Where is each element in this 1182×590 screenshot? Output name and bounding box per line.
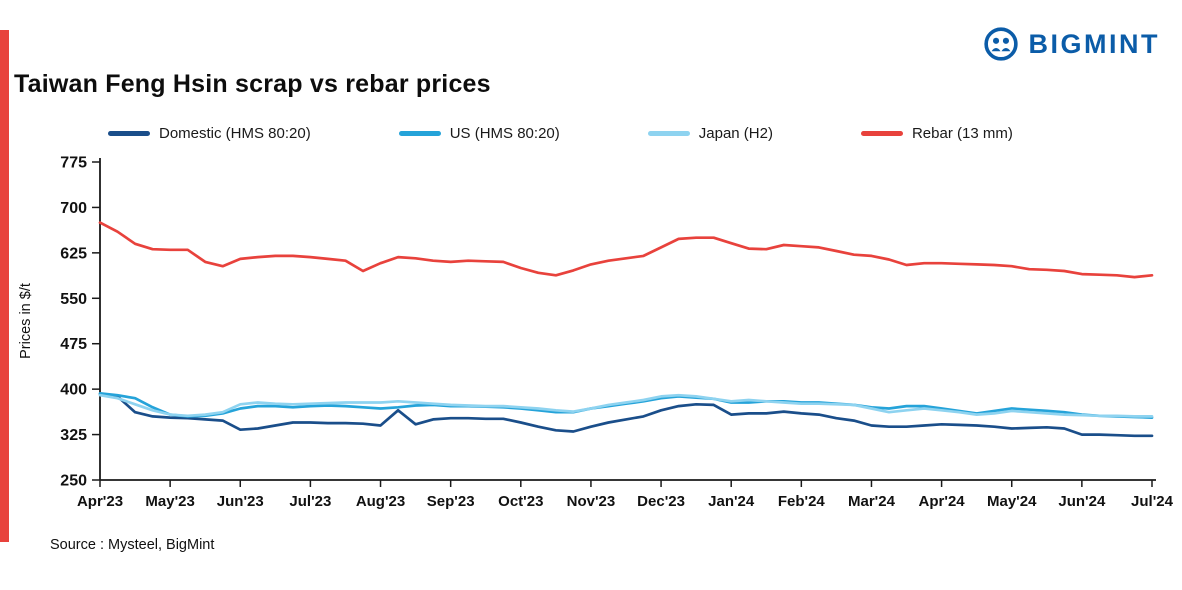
line-chart-canvas: 250 325 400 475 550 625 700 775 Apr'23 May'23 Jun'… — [18, 155, 1174, 511]
svg-text:775: 775 — [60, 155, 87, 172]
svg-text:Apr'24: Apr'24 — [919, 493, 966, 510]
svg-text:Aug'23: Aug'23 — [356, 493, 405, 510]
svg-text:May'24: May'24 — [987, 493, 1037, 510]
svg-text:Jul'24: Jul'24 — [1131, 493, 1174, 510]
legend-swatch-us — [398, 131, 441, 136]
legend-item-us: US (HMS 80:20) — [398, 125, 560, 142]
svg-text:325: 325 — [60, 427, 87, 444]
svg-text:Feb'24: Feb'24 — [778, 493, 826, 510]
legend-swatch-rebar — [860, 131, 903, 136]
chart-legend: Domestic (HMS 80:20) US (HMS 80:20) Japa… — [0, 125, 1182, 142]
legend-swatch-japan — [647, 131, 690, 136]
svg-text:Oct'23: Oct'23 — [498, 493, 543, 510]
legend-label-us: US (HMS 80:20) — [449, 125, 560, 142]
svg-text:Jun'24: Jun'24 — [1058, 493, 1106, 510]
svg-text:Nov'23: Nov'23 — [567, 493, 616, 510]
svg-text:625: 625 — [60, 245, 87, 262]
svg-text:Prices in $/t: Prices in $/t — [18, 283, 34, 359]
svg-text:550: 550 — [60, 291, 87, 308]
bigmint-logo-icon — [983, 27, 1018, 61]
legend-label-japan: Japan (H2) — [698, 125, 773, 142]
svg-text:Sep'23: Sep'23 — [427, 493, 475, 510]
svg-text:Dec'23: Dec'23 — [637, 493, 685, 510]
svg-text:Jun'23: Jun'23 — [217, 493, 264, 510]
chart-area: 250 325 400 475 550 625 700 775 Apr'23 May'23 Jun'… — [0, 144, 1182, 531]
svg-text:May'23: May'23 — [145, 493, 194, 510]
svg-text:Apr'23: Apr'23 — [77, 493, 123, 510]
legend-label-rebar: Rebar (13 mm) — [911, 125, 1013, 142]
svg-text:250: 250 — [60, 473, 87, 490]
legend-swatch-domestic — [108, 131, 150, 136]
source-note: Source : Mysteel, BigMint — [50, 537, 215, 553]
svg-text:400: 400 — [60, 382, 87, 399]
bigmint-logo: BIGMINT — [983, 26, 1161, 62]
bigmint-logo-text: BIGMINT — [1028, 28, 1160, 59]
svg-text:700: 700 — [60, 200, 87, 217]
legend-label-domestic: Domestic (HMS 80:20) — [159, 125, 311, 142]
legend-item-domestic: Domestic (HMS 80:20) — [108, 125, 311, 142]
left-accent-bar — [0, 30, 9, 542]
svg-text:Mar'24: Mar'24 — [848, 493, 896, 510]
svg-text:Jul'23: Jul'23 — [289, 493, 331, 510]
legend-item-japan: Japan (H2) — [647, 125, 773, 142]
svg-text:475: 475 — [60, 336, 87, 353]
legend-item-rebar: Rebar (13 mm) — [860, 125, 1013, 142]
page-title: Taiwan Feng Hsin scrap vs rebar prices — [14, 70, 491, 98]
svg-text:Jan'24: Jan'24 — [708, 493, 755, 510]
